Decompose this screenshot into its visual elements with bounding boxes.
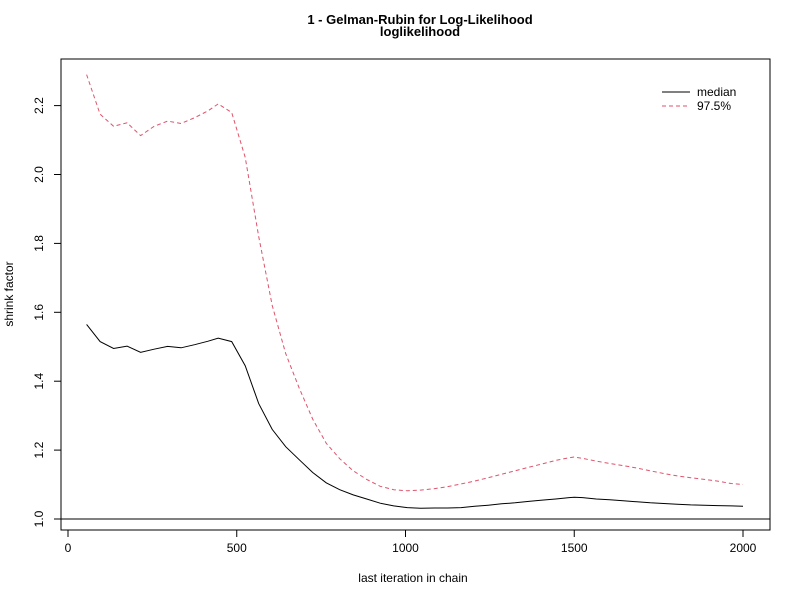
plot-frame (60, 58, 771, 531)
x-tick-label: 500 (227, 541, 247, 555)
y-tick-label: 2.0 (32, 166, 46, 183)
y-tick-label: 1.4 (32, 373, 46, 390)
y-tick-label: 2.2 (32, 97, 46, 114)
x-tick-label: 2000 (730, 541, 757, 555)
x-tick-label: 1500 (561, 541, 588, 555)
y-tick-label: 1.2 (32, 441, 46, 458)
x-axis-label: last iteration in chain (358, 571, 467, 585)
x-tick-label: 1000 (392, 541, 419, 555)
x-axis: 0 500 1000 1500 2000 (65, 529, 757, 555)
y-tick-label: 1.8 (32, 235, 46, 252)
series-line-median (86, 324, 744, 509)
x-tick-label: 0 (65, 541, 72, 555)
y-tick-label: 1.6 (32, 304, 46, 321)
y-axis: 1.0 1.2 1.4 1.6 1.8 2.0 2.2 (32, 97, 62, 527)
legend-label: median (697, 85, 736, 99)
y-axis-label: shrink factor (2, 261, 16, 326)
series-group (86, 74, 744, 509)
y-tick-label: 1.0 (32, 510, 46, 527)
chart-subtitle: loglikelihood (380, 24, 460, 39)
legend-label: 97.5% (697, 99, 731, 113)
chart-title: 1 - Gelman-Rubin for Log-Likelihood (307, 12, 532, 27)
series-line-upper-97-5 (86, 74, 744, 492)
